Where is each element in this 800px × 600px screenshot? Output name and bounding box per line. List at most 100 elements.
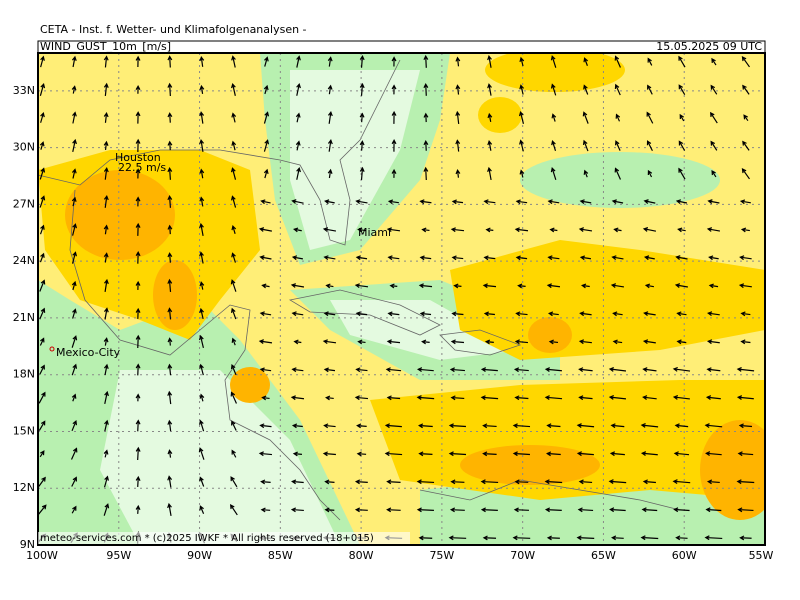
- wind-arrow: [741, 56, 750, 68]
- wind-arrow: [739, 199, 751, 205]
- wind-arrow: [707, 199, 720, 204]
- wind-arrow: [356, 423, 367, 429]
- wind-arrow: [324, 507, 335, 513]
- wind-arrow: [578, 367, 593, 373]
- wind-arrow: [135, 168, 141, 179]
- wind-arrow: [324, 199, 335, 205]
- wind-arrow: [711, 169, 717, 178]
- wind-arrow: [455, 84, 461, 95]
- wind-arrow: [103, 194, 109, 208]
- wind-arrow: [258, 227, 272, 232]
- coastline: [69, 189, 341, 521]
- wind-arrow: [646, 111, 654, 124]
- wind-arrow: [39, 82, 46, 96]
- wind-arrow: [384, 423, 402, 429]
- wind-arrow: [736, 479, 755, 485]
- wind-arrow: [167, 252, 173, 263]
- footer-bg: [38, 532, 410, 544]
- wind-arrow: [291, 423, 303, 429]
- wind-arrow: [708, 283, 719, 289]
- wind-arrow: [515, 311, 528, 317]
- wind-arrow: [710, 111, 718, 124]
- wind-arrow: [230, 504, 238, 516]
- x-tick-label: 100W: [26, 549, 58, 562]
- wind-arrow: [423, 112, 429, 123]
- field-high: [153, 260, 197, 330]
- wind-arrow: [39, 224, 45, 235]
- wind-arrow: [387, 199, 399, 205]
- wind-arrow: [546, 535, 560, 541]
- wind-arrow: [322, 227, 337, 232]
- wind-arrow: [646, 140, 653, 151]
- wind-arrow: [672, 366, 691, 372]
- wind-arrow: [259, 423, 272, 429]
- wind-arrow: [258, 451, 273, 457]
- wind-arrow: [135, 222, 141, 236]
- wind-arrow: [259, 255, 272, 260]
- wind-arrow: [260, 507, 271, 513]
- wind-arrow: [544, 367, 562, 372]
- wind-arrow: [736, 367, 755, 372]
- wind-arrow: [135, 84, 141, 94]
- wind-arrow: [678, 84, 686, 96]
- wind-arrow: [357, 339, 366, 345]
- wind-arrow: [484, 339, 494, 345]
- wind-arrow: [642, 227, 657, 232]
- wind-arrow: [135, 419, 141, 432]
- wind-arrow: [515, 255, 528, 261]
- wind-arrow: [231, 224, 237, 234]
- wind-arrow: [679, 113, 685, 122]
- y-tick-label: 33N: [13, 84, 35, 97]
- wind-arrow: [640, 451, 658, 456]
- y-tick-label: 18N: [13, 368, 35, 381]
- wind-arrow: [199, 505, 205, 514]
- wind-arrow: [71, 280, 77, 291]
- wind-arrow: [230, 307, 237, 320]
- wind-arrow: [514, 227, 529, 233]
- wind-arrow: [292, 451, 303, 457]
- wind-arrow: [610, 283, 625, 288]
- wind-arrow: [614, 55, 621, 68]
- wind-arrow: [104, 419, 109, 432]
- wind-arrow: [389, 283, 398, 289]
- x-tick-label: 90W: [187, 549, 212, 562]
- wind-arrow: [550, 83, 557, 96]
- wind-arrow: [578, 479, 593, 485]
- wind-arrow: [231, 252, 237, 263]
- wind-arrow: [71, 85, 77, 94]
- wind-arrow: [706, 479, 720, 485]
- wind-arrow: [354, 507, 368, 513]
- wind-arrow: [103, 224, 109, 235]
- wind-arrow: [741, 168, 750, 180]
- wind-arrow: [322, 451, 336, 457]
- wind-arrow: [421, 339, 430, 345]
- wind-arrow: [295, 112, 301, 123]
- wind-arrow: [199, 111, 205, 124]
- place-label: Houston: [115, 151, 161, 164]
- wind-arrow: [550, 167, 557, 180]
- wind-arrow: [260, 199, 271, 205]
- wind-arrow: [230, 279, 237, 292]
- wind-arrow: [673, 451, 690, 457]
- place-label: Mexico-City: [56, 346, 121, 359]
- wind-arrow: [327, 139, 333, 152]
- wind-arrow: [359, 166, 365, 180]
- wind-arrow: [423, 166, 429, 181]
- wind-arrow: [449, 367, 465, 373]
- wind-arrow: [391, 168, 397, 178]
- wind-arrow: [482, 283, 497, 289]
- wind-arrow: [423, 140, 429, 151]
- wind-arrow: [359, 55, 365, 68]
- wind-arrow: [512, 535, 531, 541]
- wind-arrow: [482, 423, 497, 429]
- wind-arrow: [480, 507, 498, 513]
- wind-arrow: [385, 367, 402, 373]
- field-high: [460, 445, 600, 485]
- wind-arrow: [135, 504, 141, 514]
- wind-arrow: [705, 451, 722, 457]
- wind-arrow: [519, 56, 525, 67]
- wind-arrow: [546, 283, 561, 289]
- wind-arrow: [322, 339, 337, 345]
- wind-arrow: [258, 339, 273, 345]
- wind-arrow: [512, 451, 530, 457]
